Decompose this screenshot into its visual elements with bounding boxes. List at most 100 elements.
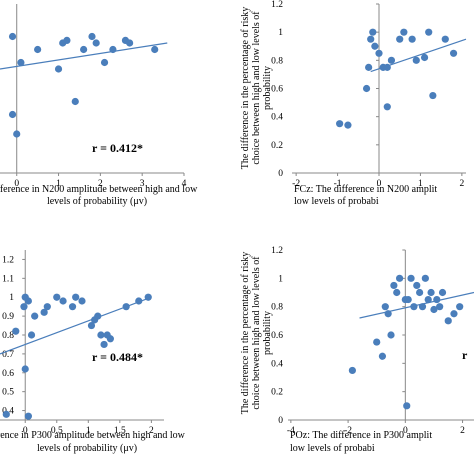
- data-point: [436, 303, 444, 311]
- x-axis-label: levels of probability (μv): [37, 443, 137, 454]
- data-point: [410, 303, 418, 311]
- data-point: [151, 45, 159, 54]
- x-axis-label: levels of probability (μv): [47, 196, 147, 207]
- data-point: [412, 56, 420, 64]
- x-tick-label: 0: [403, 426, 408, 436]
- data-point: [43, 303, 51, 311]
- data-point: [427, 288, 435, 297]
- data-point: [444, 317, 452, 325]
- y-tick-label: 0.6: [2, 369, 14, 379]
- data-point: [438, 288, 447, 297]
- data-point: [408, 35, 416, 43]
- y-axis-label-line: The difference in the percentage of risk…: [240, 7, 251, 170]
- data-point: [420, 53, 429, 62]
- data-point: [384, 310, 392, 318]
- y-tick-label: 0.6: [271, 331, 283, 341]
- y-tick-label: 0.6: [271, 85, 283, 95]
- data-point: [94, 312, 102, 320]
- y-tick-label: 1: [278, 28, 283, 38]
- y-tick-label: 0.5: [2, 388, 14, 398]
- data-point: [390, 281, 398, 290]
- data-point: [362, 84, 371, 93]
- y-tick-label: 1.2: [271, 0, 283, 10]
- data-point: [407, 274, 415, 282]
- x-tick-label: 1.5: [114, 426, 126, 436]
- panel-top-left: 0 1 2 3 4 r = 0.412* fference in N200 amplitud…: [0, 4, 198, 207]
- data-point: [8, 110, 17, 119]
- y-axis-label-line: probability: [262, 311, 273, 355]
- data-point: [393, 288, 401, 297]
- x-axis-label: FCz: The difference in N200 amplit: [294, 184, 437, 195]
- data-point: [17, 58, 25, 67]
- x-tick-label: 1: [418, 179, 423, 189]
- data-point: [59, 297, 67, 305]
- data-point: [135, 297, 143, 305]
- y-tick-label: 0.9: [2, 312, 14, 322]
- x-tick-label: 2: [98, 179, 103, 189]
- data-point: [421, 274, 429, 282]
- data-point: [413, 281, 421, 290]
- y-axis-label-line: choice between high and low levels of: [251, 11, 262, 165]
- y-tick-label: 0.8: [271, 56, 283, 66]
- y-tick-label: 1.2: [2, 255, 14, 265]
- y-tick-label: 1.1: [2, 274, 14, 284]
- data-point: [404, 295, 412, 304]
- y-axis-label-line: probability: [262, 66, 273, 110]
- data-point: [450, 310, 458, 318]
- x-tick-label: 0: [23, 426, 28, 436]
- x-axis-label: fference in N200 amplitude between high …: [0, 184, 198, 195]
- data-point: [369, 28, 377, 36]
- x-tick-label: -2: [344, 426, 352, 436]
- x-axis-label: low levels of probabi: [290, 443, 375, 454]
- trend-line: [0, 42, 168, 70]
- data-point: [87, 321, 96, 330]
- data-point: [68, 303, 77, 311]
- data-point: [100, 58, 109, 67]
- data-point: [375, 49, 383, 57]
- y-axis-label: The difference in the percentage of risk…: [240, 252, 273, 415]
- data-point: [441, 35, 449, 43]
- data-point: [456, 303, 464, 311]
- data-point: [367, 35, 375, 43]
- x-tick-label: 1: [56, 179, 61, 189]
- data-point: [336, 120, 344, 128]
- data-point: [381, 303, 389, 311]
- data-point: [387, 56, 396, 64]
- data-point: [80, 45, 88, 54]
- correlation-annotation: r = 0.484*: [92, 350, 143, 364]
- x-tick-label: 0: [377, 179, 382, 189]
- y-tick-label: 0.4: [271, 359, 283, 369]
- y-tick-label: 0: [278, 169, 283, 179]
- data-point: [53, 293, 61, 301]
- data-point: [396, 274, 404, 282]
- correlation-annotation: r: [462, 348, 468, 362]
- data-point: [387, 331, 395, 339]
- y-tick-label: 0.7: [2, 350, 14, 360]
- data-point: [24, 297, 32, 305]
- data-point: [12, 327, 20, 335]
- data-point: [88, 32, 96, 41]
- y-tick-label: 0.2: [271, 388, 283, 398]
- y-axis-label: The difference in the percentage of risk…: [240, 7, 273, 170]
- x-tick-label: 0.5: [51, 426, 63, 436]
- data-point: [63, 36, 71, 45]
- x-tick-label: -1: [334, 179, 342, 189]
- data-point: [126, 39, 134, 47]
- data-point: [24, 412, 32, 420]
- data-point: [72, 293, 80, 301]
- panel-bottom-left: 00.511.520.40.50.60.70.80.911.11.2r = 0.…: [0, 250, 186, 454]
- data-point: [403, 402, 411, 410]
- y-axis-label-line: choice between high and low levels of: [251, 256, 262, 410]
- data-point: [97, 331, 105, 339]
- data-point: [144, 293, 152, 301]
- data-point: [344, 121, 352, 129]
- data-point: [109, 45, 117, 54]
- x-tick-label: 0: [14, 179, 19, 189]
- data-point: [449, 49, 458, 57]
- data-point: [71, 97, 79, 106]
- data-point: [13, 130, 21, 138]
- data-point: [383, 63, 391, 71]
- data-point: [106, 335, 114, 343]
- data-point: [34, 45, 42, 54]
